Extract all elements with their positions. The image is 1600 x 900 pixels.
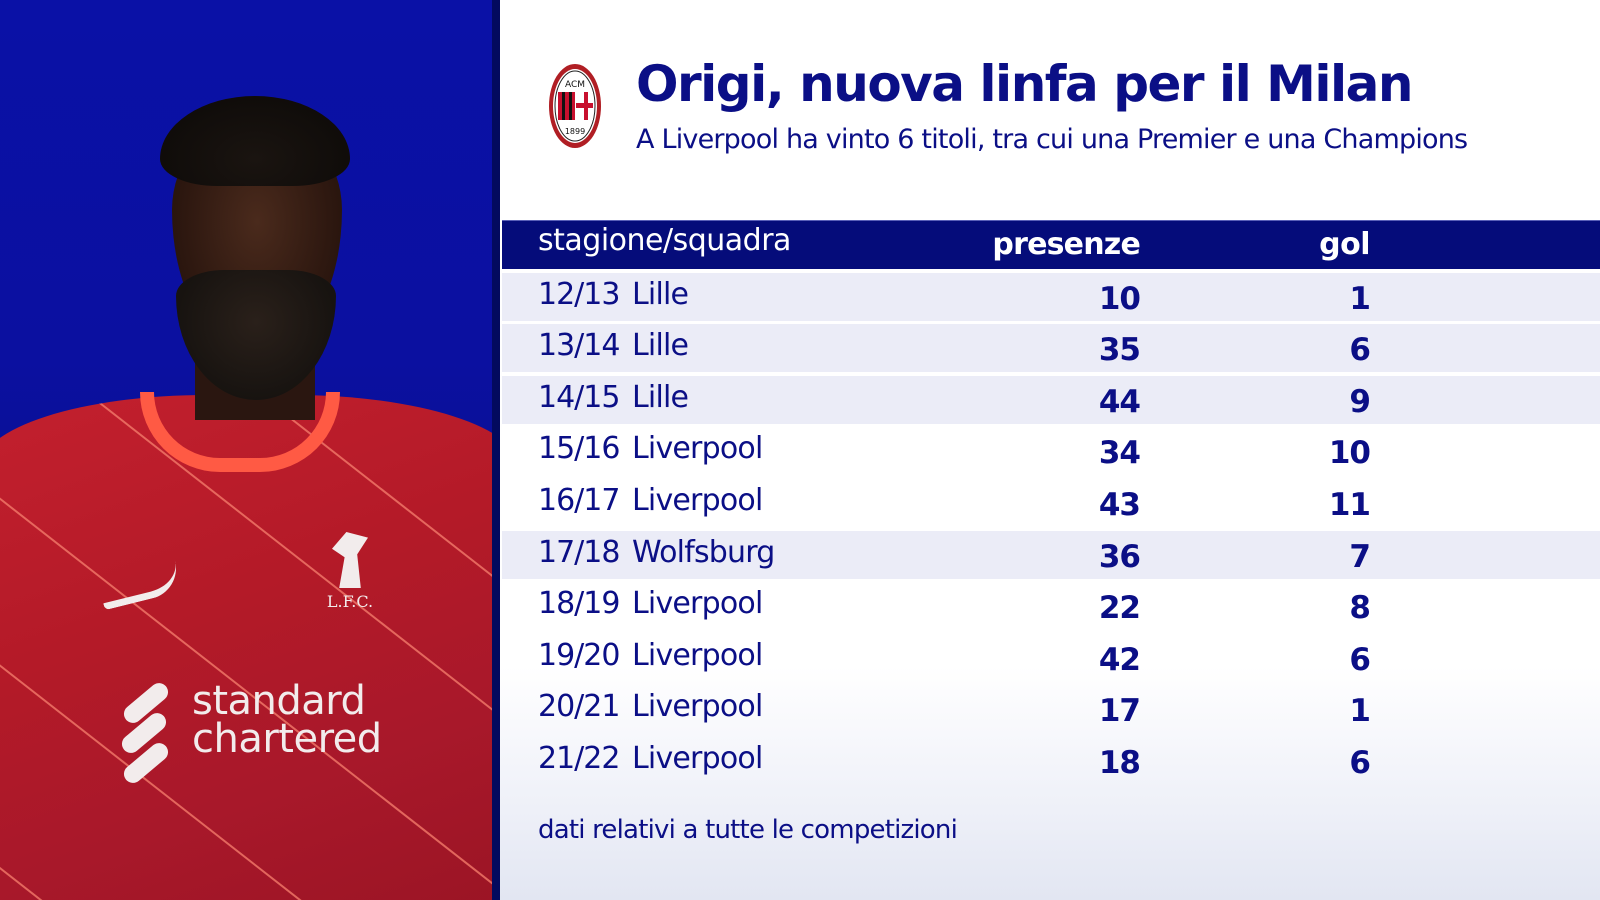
appearances-cell: 36 — [1098, 538, 1141, 575]
table-row: 19/20 Liverpool 42 6 — [502, 634, 1600, 682]
appearances-cell: 43 — [1098, 486, 1141, 523]
stats-table: stagione/squadra presenze gol 12/13 Lill… — [502, 220, 1600, 785]
appearances-cell: 18 — [1098, 744, 1141, 781]
table-row: 13/14 Lille 35 6 — [502, 324, 1600, 373]
appearances-cell: 42 — [1098, 641, 1141, 678]
season-cell: 15/16 — [538, 431, 620, 467]
season-cell: 19/20 — [538, 637, 620, 673]
goals-cell: 1 — [1349, 280, 1371, 317]
column-header-appearances: presenze — [992, 227, 1140, 262]
appearances-cell: 10 — [1098, 280, 1141, 317]
goals-cell: 9 — [1349, 383, 1371, 420]
liverpool-shirt — [0, 395, 500, 900]
table-row: 18/19 Liverpool 22 8 — [502, 582, 1600, 630]
player-hair — [160, 96, 350, 186]
goals-cell: 6 — [1349, 332, 1371, 369]
table-row: 21/22 Liverpool 18 6 — [502, 737, 1600, 785]
team-cell: Liverpool — [632, 431, 763, 467]
sponsor-text: standard chartered — [192, 678, 382, 762]
table-row: 16/17 Liverpool 43 11 — [502, 479, 1600, 527]
team-cell: Liverpool — [632, 740, 763, 776]
season-cell: 17/18 — [538, 534, 620, 570]
team-cell: Liverpool — [632, 482, 763, 518]
ac-milan-crest-icon: ACM 1899 — [549, 64, 601, 148]
footnote: dati relativi a tutte le competizioni — [538, 815, 958, 845]
page-title: Origi, nuova linfa per il Milan — [636, 55, 1414, 113]
appearances-cell: 35 — [1098, 332, 1141, 369]
column-header-goals: gol — [1319, 227, 1370, 262]
team-cell: Lille — [632, 328, 689, 364]
stats-panel: ACM 1899 Origi, nuova linfa per il Milan… — [500, 0, 1600, 900]
svg-text:ACM: ACM — [565, 80, 585, 90]
goals-cell: 6 — [1349, 641, 1371, 678]
liver-bird-icon — [332, 532, 368, 588]
table-row: 14/15 Lille 44 9 — [502, 375, 1600, 424]
goals-cell: 7 — [1349, 538, 1371, 575]
standard-chartered-logo-icon — [116, 679, 172, 787]
team-cell: Liverpool — [632, 689, 763, 725]
goals-cell: 11 — [1328, 486, 1371, 523]
appearances-cell: 34 — [1098, 435, 1141, 472]
team-cell: Liverpool — [632, 586, 763, 622]
team-cell: Wolfsburg — [632, 534, 775, 570]
season-cell: 14/15 — [538, 379, 620, 415]
season-cell: 16/17 — [538, 482, 620, 518]
goals-cell: 8 — [1349, 590, 1371, 627]
svg-text:1899: 1899 — [565, 127, 585, 136]
crest-text: L.F.C. — [326, 592, 374, 611]
appearances-cell: 17 — [1098, 693, 1141, 730]
goals-cell: 10 — [1328, 435, 1371, 472]
team-cell: Lille — [632, 379, 689, 415]
season-cell: 13/14 — [538, 328, 620, 364]
column-header-season-team: stagione/squadra — [538, 223, 791, 258]
page-subtitle: A Liverpool ha vinto 6 titoli, tra cui u… — [636, 124, 1468, 155]
table-row: 20/21 Liverpool 17 1 — [502, 685, 1600, 733]
season-cell: 18/19 — [538, 586, 620, 622]
table-body: 12/13 Lille 10 1 13/14 Lille 35 6 14/15 … — [502, 272, 1600, 785]
table-row: 17/18 Wolfsburg 36 7 — [502, 530, 1600, 579]
table-row: 12/13 Lille 10 1 — [502, 272, 1600, 321]
goals-cell: 1 — [1349, 693, 1371, 730]
season-cell: 12/13 — [538, 276, 620, 312]
team-cell: Liverpool — [632, 637, 763, 673]
season-cell: 21/22 — [538, 740, 620, 776]
appearances-cell: 44 — [1098, 383, 1141, 420]
player-photo: L.F.C. standard chartered — [0, 0, 500, 900]
table-header: stagione/squadra presenze gol — [502, 220, 1600, 269]
season-cell: 20/21 — [538, 689, 620, 725]
lfc-crest-icon: L.F.C. — [320, 532, 380, 622]
appearances-cell: 22 — [1098, 590, 1141, 627]
team-cell: Lille — [632, 276, 689, 312]
goals-cell: 6 — [1349, 744, 1371, 781]
table-row: 15/16 Liverpool 34 10 — [502, 427, 1600, 475]
